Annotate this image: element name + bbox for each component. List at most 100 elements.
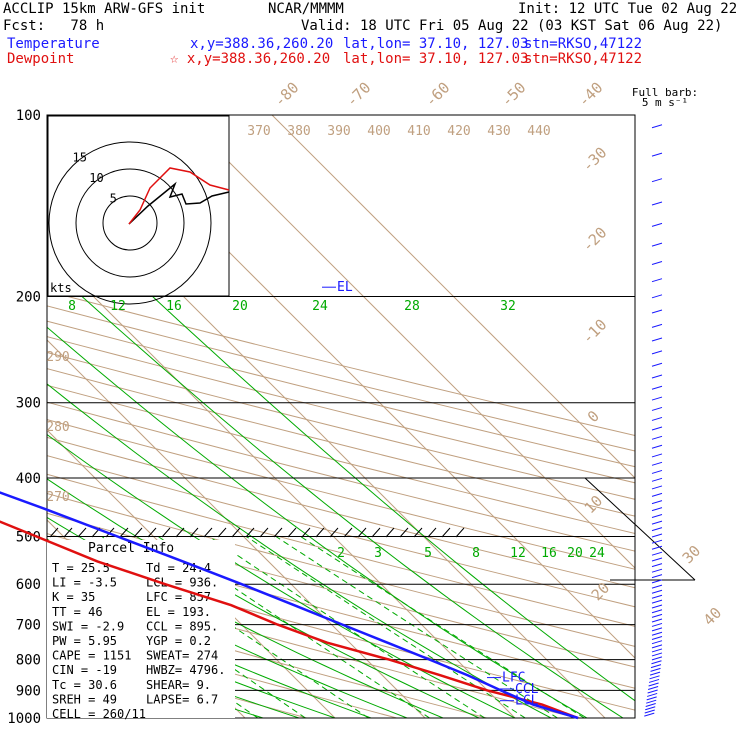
level-label: LFC: [502, 671, 525, 686]
dry-adiabat-line: [47, 419, 635, 570]
wind-barb: [651, 640, 663, 645]
dewpoint-xy: ☆ x,y=388.36,260.20: [170, 51, 331, 67]
theta-tick-label: 380: [287, 124, 310, 139]
hatch-mark: [441, 527, 451, 538]
theta-side-label: 270: [46, 490, 69, 505]
dry-adiabat-line: [47, 473, 635, 627]
wind-barb: [646, 699, 657, 704]
wind-barb: [647, 692, 658, 697]
mixing-ratio-label: 5: [424, 546, 432, 561]
isotherm-line: [47, 249, 516, 718]
hatch-mark: [287, 527, 297, 538]
wind-barb: [646, 696, 657, 701]
wind-barb: [651, 435, 663, 440]
wind-barb: [644, 709, 655, 714]
mixing-ratio-label: 12: [110, 299, 126, 314]
dry-adiabat-line: [47, 493, 635, 647]
isotherm-tick-label: 30: [679, 542, 705, 568]
wind-barb: [651, 469, 663, 474]
wind-barb: [651, 222, 663, 227]
hodograph-storm-trace: [128, 167, 230, 225]
hatch-mark: [413, 527, 423, 538]
wind-barb: [651, 613, 663, 618]
pressure-tick-label: 300: [16, 396, 41, 412]
wind-barb: [651, 350, 663, 355]
isotherm-tick-label: 0: [584, 407, 603, 426]
isotherm-tick-label: -70: [343, 79, 375, 111]
wind-barb: [651, 631, 663, 636]
pressure-tick-label: 800: [16, 653, 41, 669]
parcel-info-cell: TT = 46: [52, 605, 103, 619]
isotherm-tick-label: -20: [579, 224, 611, 256]
mixing-ratio-label: 24: [589, 546, 605, 561]
temperature-legend: Temperature: [7, 36, 100, 52]
hatch-mark: [385, 527, 395, 538]
wind-barb: [651, 152, 663, 157]
wind-barb: [651, 477, 663, 482]
hatch-mark: [231, 527, 241, 538]
dry-adiabat-line: [47, 320, 635, 468]
init-time: Init: 12 UTC Tue 02 Aug 22: [518, 1, 738, 17]
wind-barb: [651, 533, 663, 538]
mixing-ratio-label: 20: [232, 299, 248, 314]
hatch-mark: [189, 527, 199, 538]
hatch-mark: [133, 527, 143, 538]
pressure-tick-label: 600: [16, 577, 41, 593]
wind-barb: [647, 689, 658, 694]
wind-barb: [651, 461, 663, 466]
hatch-mark: [245, 527, 255, 538]
wind-barb: [645, 706, 656, 711]
wind-barb: [651, 609, 663, 614]
parcel-info-cell: CAPE = 1151: [52, 649, 131, 663]
wind-barb: [651, 520, 663, 525]
parcel-info-cell: SREH = 49: [52, 692, 117, 706]
panel-diagonal: [584, 477, 696, 581]
mixing-ratio-label: 3: [374, 546, 382, 561]
isotherm-tick-label: 40: [700, 604, 726, 630]
wind-barb: [651, 622, 663, 627]
mixing-ratio-line: [275, 536, 558, 718]
wind-barb: [651, 406, 663, 411]
wind-barb: [651, 374, 663, 379]
mixing-ratio-label: 12: [510, 546, 526, 561]
isotherm-tick-label: -30: [579, 144, 611, 176]
isotherm-tick-label: -40: [575, 79, 607, 111]
hatch-mark: [273, 527, 283, 538]
wind-barb: [651, 574, 663, 579]
wind-barb: [651, 294, 663, 299]
isotherm-tick-label: -80: [271, 79, 303, 111]
dewpoint-latlon: lat,lon= 37.10, 127.03: [343, 51, 529, 67]
pressure-tick-label: 200: [16, 290, 41, 306]
theta-side-label: 290: [46, 350, 69, 365]
isotherm-tick-label: 10: [581, 492, 607, 518]
theta-tick-label: 430: [487, 124, 510, 139]
barb-legend-value: 5 m s⁻¹: [642, 96, 688, 109]
parcel-info-cell: K = 35: [52, 590, 95, 604]
wind-barb: [649, 671, 661, 676]
hodograph-ring-label: 5: [110, 191, 117, 205]
parcel-info-cell: SWI = -2.9: [52, 619, 124, 633]
wind-barb: [648, 682, 659, 687]
temperature-latlon: lat,lon= 37.10, 127.03: [343, 36, 529, 52]
isotherm-line: [271, 115, 635, 479]
wind-barb: [651, 242, 663, 247]
mixing-ratio-label: 8: [68, 299, 76, 314]
dry-adiabat-line: [47, 455, 635, 608]
wind-barb: [651, 604, 663, 609]
dewpoint-legend: Dewpoint: [7, 51, 75, 67]
dry-adiabat-line: [47, 597, 487, 718]
mixing-ratio-label: 16: [166, 299, 182, 314]
hatch-mark: [161, 527, 171, 538]
theta-tick-label: 390: [327, 124, 350, 139]
mixing-ratio-label: 24: [312, 299, 328, 314]
wind-barb: [651, 589, 663, 594]
org-label: NCAR/MMMM: [268, 1, 344, 17]
wind-barb: [651, 485, 663, 490]
wind-barb: [651, 309, 663, 314]
wind-barb: [651, 362, 663, 367]
parcel-info-cell: HWBZ= 4796.: [146, 663, 225, 677]
hodograph-ring-label: 15: [73, 150, 87, 164]
wind-barb: [651, 599, 663, 604]
hatch-mark: [343, 527, 353, 538]
